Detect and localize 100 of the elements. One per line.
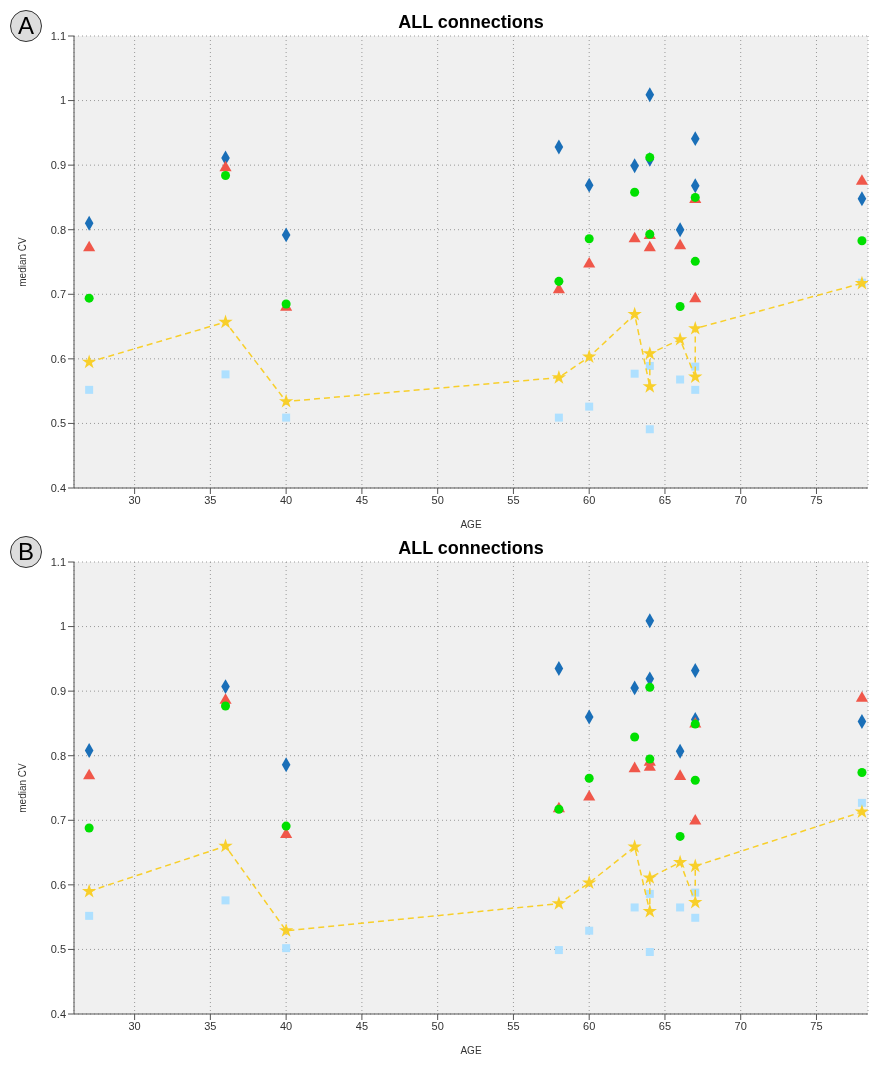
point [221, 170, 231, 180]
point [645, 152, 655, 162]
point [627, 839, 642, 853]
x-tick-label: 55 [507, 493, 520, 506]
point [854, 804, 868, 818]
point [643, 240, 656, 252]
point [627, 306, 642, 321]
point [630, 732, 640, 742]
point [554, 946, 563, 955]
point [554, 413, 563, 422]
point [857, 798, 866, 807]
point [642, 346, 657, 360]
point [691, 913, 700, 922]
point [584, 234, 594, 244]
point [84, 823, 94, 833]
point [221, 370, 230, 379]
point [583, 256, 596, 268]
point [675, 302, 685, 312]
point [855, 691, 868, 702]
point [688, 894, 703, 909]
y-tick-label: 1 [59, 620, 66, 633]
x-tick-label: 30 [128, 493, 141, 506]
y-axis-title: median CV [16, 762, 28, 813]
point [551, 370, 567, 384]
point [688, 320, 703, 335]
chart-title: ALL connections [397, 538, 545, 559]
point [221, 896, 230, 905]
y-tick-label: 0.9 [50, 159, 66, 172]
point [855, 174, 868, 185]
point [219, 160, 232, 172]
point [83, 240, 96, 252]
y-tick-label: 0.6 [50, 878, 66, 891]
point [628, 761, 641, 773]
x-tick-label: 55 [507, 1019, 520, 1032]
x-tick-label: 75 [810, 493, 823, 506]
point [857, 236, 867, 246]
x-tick-label: 40 [280, 493, 293, 506]
y-tick-label: 0.8 [50, 749, 66, 762]
text: A [10, 10, 42, 42]
y-tick-label: 0.7 [50, 814, 66, 827]
y-tick-label: 0.8 [50, 223, 66, 236]
x-tick-label: 65 [658, 493, 672, 506]
point [585, 402, 594, 411]
point [85, 911, 94, 920]
point [690, 256, 700, 266]
y-axis-title: median CV [16, 236, 28, 287]
point [278, 923, 294, 937]
point [282, 413, 291, 422]
point [689, 813, 702, 825]
point [85, 385, 94, 394]
point [582, 875, 597, 890]
x-tick-label: 70 [734, 1019, 747, 1032]
x-axis-title: AGE [460, 1045, 482, 1056]
point [630, 187, 640, 197]
point [630, 369, 639, 378]
point [691, 385, 700, 394]
point [645, 948, 654, 957]
point [674, 769, 687, 780]
point [688, 858, 703, 873]
point [676, 903, 685, 912]
x-tick-label: 35 [204, 1019, 217, 1032]
y-tick-label: 0.5 [50, 943, 66, 956]
point [584, 773, 594, 783]
y-tick-label: 1.1 [50, 29, 66, 42]
point [676, 375, 685, 384]
point [218, 314, 233, 329]
point [81, 883, 97, 898]
y-tick-label: 0.7 [50, 288, 66, 301]
point [83, 768, 96, 780]
point [551, 896, 567, 910]
point [642, 870, 657, 884]
point [281, 821, 291, 831]
point [675, 831, 685, 841]
point [672, 331, 688, 346]
point [645, 682, 655, 692]
point [630, 903, 639, 912]
x-tick-label: 35 [204, 493, 217, 506]
point [674, 238, 687, 250]
x-tick-label: 45 [355, 1019, 369, 1032]
x-tick-label: 75 [810, 1019, 823, 1032]
point [690, 775, 700, 785]
x-tick-label: 50 [431, 1019, 444, 1032]
point [582, 349, 597, 364]
x-axis-title: AGE [460, 519, 482, 530]
chart-title: ALL connections [397, 12, 545, 33]
x-tick-label: 60 [583, 493, 596, 506]
point [81, 354, 97, 369]
point [628, 231, 641, 243]
y-tick-label: 0.9 [50, 685, 66, 698]
y-tick-label: 0.4 [50, 481, 66, 494]
point [218, 838, 233, 853]
x-tick-label: 65 [658, 1019, 672, 1032]
x-tick-label: 45 [355, 493, 369, 506]
y-tick-label: 0.5 [50, 417, 66, 430]
y-tick-label: 0.4 [50, 1007, 66, 1020]
point [689, 291, 702, 303]
x-tick-label: 60 [583, 1019, 596, 1032]
point [583, 790, 596, 801]
point [554, 276, 564, 286]
text: B [10, 536, 42, 568]
